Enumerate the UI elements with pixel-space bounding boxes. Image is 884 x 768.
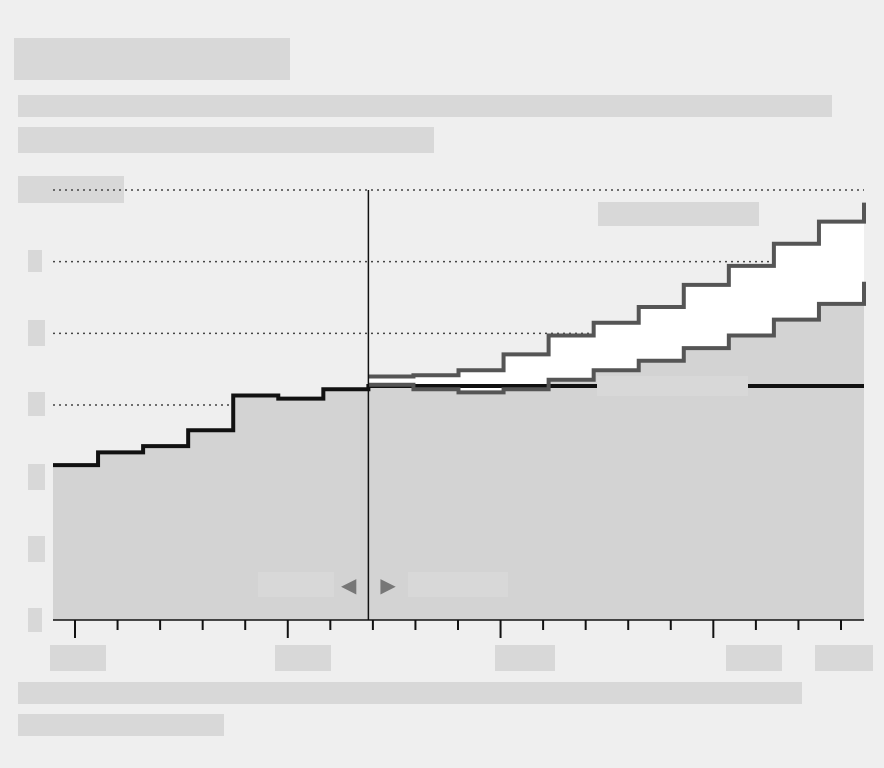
right-region-label-redacted bbox=[408, 572, 508, 597]
y-tick-label bbox=[28, 392, 45, 416]
left-arrow: ◀ bbox=[341, 573, 357, 597]
series-line-observed bbox=[53, 384, 864, 468]
y-tick-label bbox=[28, 608, 42, 632]
x-tick-label bbox=[275, 645, 331, 671]
y-tick-label bbox=[28, 320, 45, 346]
y-tick-label bbox=[28, 464, 45, 490]
lower-series-annotation-redacted bbox=[597, 376, 748, 396]
series-lines: ◀ ▶ bbox=[53, 190, 866, 620]
x-tick-label bbox=[495, 645, 555, 671]
subtitle-line-1-redacted bbox=[18, 95, 832, 117]
subtitle-line-2-redacted bbox=[18, 127, 434, 153]
series-line-upper bbox=[368, 202, 866, 379]
area-below-series bbox=[53, 281, 864, 620]
series-line-lower bbox=[368, 281, 866, 395]
title-redacted bbox=[14, 38, 290, 80]
footnote-line-1-redacted bbox=[18, 682, 802, 704]
x-axis bbox=[53, 619, 864, 638]
x-tick-label bbox=[726, 645, 782, 671]
uncertainty-band bbox=[368, 202, 864, 393]
x-tick-label bbox=[50, 645, 106, 671]
right-arrow: ▶ bbox=[380, 573, 396, 597]
footnote-line-2-redacted bbox=[18, 714, 224, 736]
y-tick-label bbox=[28, 536, 45, 562]
y-tick-label bbox=[28, 250, 42, 272]
x-tick-label bbox=[815, 645, 873, 671]
area-fills bbox=[53, 202, 864, 620]
upper-series-annotation-redacted bbox=[598, 202, 759, 226]
left-region-label-redacted bbox=[258, 572, 334, 597]
